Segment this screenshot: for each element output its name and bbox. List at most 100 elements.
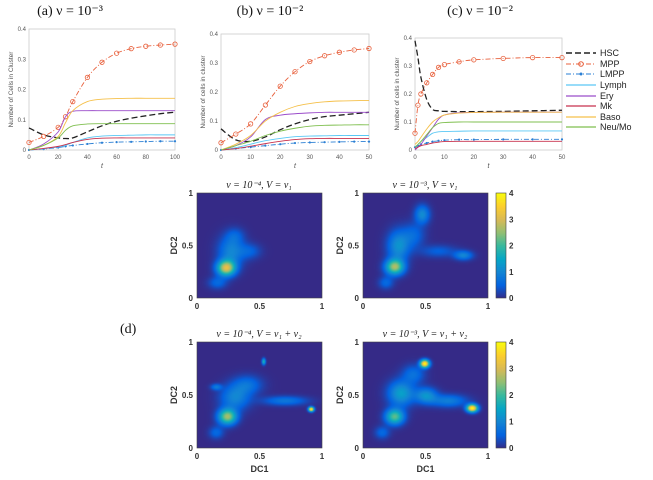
legend-item: Baso — [566, 112, 632, 123]
y-axis-label: DC2 — [169, 386, 179, 404]
heatmap-4-title: ν = 10⁻³, V = v₁ + v₂ — [382, 329, 468, 340]
x-tick-label: 40 — [84, 155, 91, 161]
legend-label: MPP — [600, 58, 620, 69]
x-axis-label: t — [294, 163, 297, 170]
x-tick-label: 50 — [366, 155, 373, 161]
series-line-mk — [414, 140, 562, 150]
x-tick-label: 40 — [336, 155, 343, 161]
legend-swatch-mk — [566, 105, 596, 107]
data-point-lmpp — [443, 139, 446, 142]
colorbar-axis-2: 0 1 2 3 4 — [495, 338, 514, 453]
x-tick-label: 0 — [27, 155, 31, 161]
y-tick-label: 0 — [189, 444, 194, 453]
data-point-mpp — [321, 53, 328, 59]
colorbar-tick-label: 4 — [509, 189, 514, 198]
plot-area — [414, 37, 563, 151]
data-point-mpp — [471, 57, 477, 63]
plot-area — [362, 341, 489, 449]
y-tick-label: 0.2 — [404, 92, 413, 98]
series-line-mk — [220, 137, 369, 151]
colorbar-tick-label: 4 — [509, 338, 514, 347]
heatmap-axes-3: 0 0.5 1 0 0.5 1 DC2 DC1 — [169, 338, 325, 474]
data-point-mpp — [412, 130, 418, 136]
plot-area — [362, 192, 489, 299]
colorbar-axis-1: 0 1 2 3 4 — [495, 189, 514, 303]
data-point-mpp — [277, 83, 283, 89]
data-point-mpp — [128, 46, 134, 52]
y-tick-label: 0.2 — [18, 88, 27, 94]
series-line-mk — [28, 137, 175, 151]
data-point-mpp — [99, 59, 105, 65]
y-tick-label: 0.3 — [18, 57, 27, 63]
y-tick-label: 1 — [355, 338, 360, 347]
data-point-lmpp — [86, 142, 89, 146]
colorbar-tick-label: 0 — [509, 294, 514, 303]
y-axis-label: Number of Cells in Cluster — [8, 51, 15, 128]
data-point-lmpp — [338, 140, 341, 143]
series-line-lymph — [28, 134, 175, 151]
data-point-mpp — [418, 91, 424, 97]
data-point-lmpp — [293, 141, 297, 145]
data-point-mpp — [441, 61, 447, 68]
y-tick-label: 0 — [23, 148, 27, 154]
data-point-lmpp — [531, 138, 534, 141]
series-line-baso — [220, 99, 370, 151]
data-point-lmpp — [458, 138, 461, 141]
y-axis-label: DC2 — [335, 386, 345, 404]
x-tick-label: 100 — [170, 155, 181, 161]
heatmap-axes-4: 0 0.5 1 0 0.5 1 DC2 DC1 — [335, 338, 491, 474]
colorbar-tick-label: 2 — [509, 242, 514, 251]
y-tick-label: 0.2 — [210, 90, 219, 96]
data-point-lmpp — [115, 141, 118, 144]
x-tick-label: 10 — [441, 155, 448, 161]
legend-swatch-lmpp — [566, 72, 596, 76]
series-line-mpp — [28, 43, 176, 143]
panel-a-title: (a) ν = 10⁻³ — [37, 4, 103, 19]
x-tick-label: 0.5 — [420, 302, 432, 311]
data-point-lmpp — [144, 140, 147, 143]
series-line-ery — [220, 111, 369, 151]
x-tick-label: 1 — [486, 302, 491, 311]
heatmap-axes-1: 0 0.5 1 0 0.5 1 DC2 — [169, 189, 325, 311]
y-tick-label: 0 — [355, 294, 360, 303]
y-axis-label: Number of cells in cluster — [200, 55, 207, 129]
series-line-baso — [414, 111, 562, 145]
data-point-lmpp — [100, 141, 104, 144]
legend: HSC MPP LMPP Lymph Ery Mk Baso Neu/Mo — [566, 48, 632, 133]
data-point-mpp — [84, 74, 91, 81]
plot-area — [220, 33, 370, 151]
data-point-lmpp — [425, 141, 428, 145]
y-tick-label: 1 — [355, 189, 360, 198]
x-axis-label: DC1 — [250, 464, 268, 474]
y-tick-label: 0.1 — [404, 120, 413, 126]
y-tick-label: 0.1 — [210, 119, 219, 125]
x-tick-label: 0 — [195, 302, 200, 311]
data-point-mpp — [307, 58, 313, 65]
data-point-lmpp — [437, 139, 440, 142]
legend-label: HSC — [600, 48, 620, 59]
legend-swatch-mpp — [566, 61, 596, 67]
x-tick-label: 10 — [247, 155, 254, 161]
x-tick-label: 30 — [306, 155, 313, 161]
legend-label: Lymph — [600, 80, 627, 91]
heatmap-1-image — [197, 193, 322, 298]
colorbar-tick-label: 1 — [509, 418, 514, 427]
data-point-mpp — [435, 64, 442, 71]
colorbar-2 — [496, 342, 506, 448]
y-tick-label: 1 — [189, 338, 194, 347]
heatmap-3-title: ν = 10⁻⁴, V = v₁ + v₂ — [216, 329, 302, 340]
colorbar-tick-label: 3 — [509, 365, 514, 374]
colorbar-tick-label: 1 — [509, 268, 514, 277]
y-tick-label: 0 — [215, 148, 219, 154]
y-axis-label: Number of cells in cluster — [394, 57, 401, 131]
y-tick-label: 0.3 — [404, 64, 413, 70]
series-line-mpp — [220, 48, 370, 144]
colorbar-tick-label: 3 — [509, 215, 514, 224]
data-point-mpp — [366, 45, 372, 52]
data-point-mpp — [157, 42, 163, 48]
x-tick-label: 20 — [277, 155, 284, 161]
heatmap-2-image — [363, 193, 488, 298]
plot-area — [28, 28, 176, 151]
x-tick-label: 0 — [413, 155, 417, 161]
data-point-mpp — [292, 69, 298, 75]
